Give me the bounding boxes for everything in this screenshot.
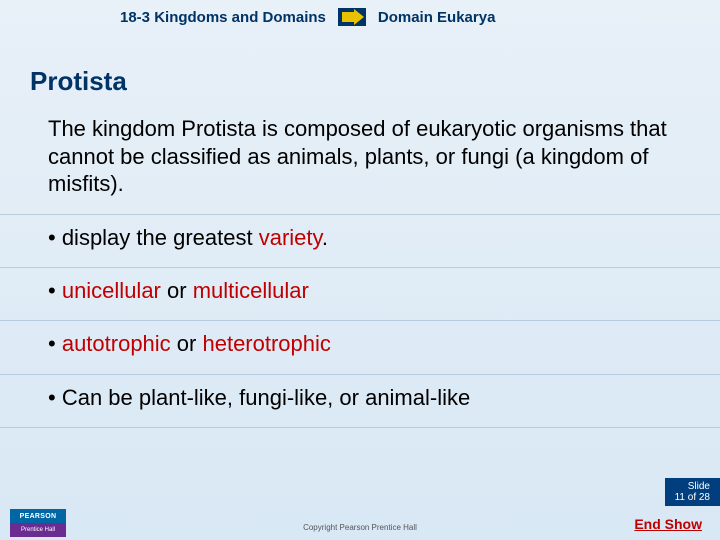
- intro-keyword: Protista: [181, 116, 256, 141]
- intro-paragraph-block: The kingdom Protista is composed of euka…: [0, 97, 720, 204]
- breadcrumb-arrow-icon: [338, 8, 366, 26]
- logo-pearson: PEARSON: [10, 509, 66, 523]
- keyword-variety: variety: [259, 225, 322, 250]
- bullet-1: • display the greatest variety.: [0, 225, 720, 251]
- logo-prentice-hall: Prentice Hall: [10, 523, 66, 537]
- slide-label: Slide: [675, 481, 710, 492]
- keyword-heterotrophic: heterotrophic: [202, 331, 330, 356]
- slide-number-badge: Slide 11 of 28: [665, 478, 720, 506]
- divider: [0, 427, 720, 428]
- keyword-multicellular: multicellular: [193, 278, 309, 303]
- keyword-unicellular: unicellular: [62, 278, 161, 303]
- slide-header: 18-3 Kingdoms and Domains Domain Eukarya: [0, 0, 720, 26]
- pearson-logo: PEARSON Prentice Hall: [10, 509, 66, 537]
- header-domain-title: Domain Eukarya: [378, 9, 496, 26]
- page-title: Protista: [0, 26, 720, 97]
- divider: [0, 214, 720, 215]
- intro-paragraph: The kingdom Protista is composed of euka…: [0, 97, 720, 198]
- copyright-text: Copyright Pearson Prentice Hall: [303, 523, 417, 532]
- divider: [0, 320, 720, 321]
- divider: [0, 374, 720, 375]
- footer: PEARSON Prentice Hall Copyright Pearson …: [0, 506, 720, 540]
- bullet-3-block: • autotrophic or heterotrophic: [0, 331, 720, 363]
- header-lesson-title: 18-3 Kingdoms and Domains: [120, 9, 326, 26]
- bullet-3: • autotrophic or heterotrophic: [0, 331, 720, 357]
- bullet-4-block: • Can be plant-like, fungi-like, or anim…: [0, 385, 720, 417]
- slide-count: 11 of 28: [675, 492, 710, 503]
- bullet-2-block: • unicellular or multicellular: [0, 278, 720, 310]
- bullet-4: • Can be plant-like, fungi-like, or anim…: [0, 385, 720, 411]
- bullet-2: • unicellular or multicellular: [0, 278, 720, 304]
- intro-pre: The kingdom: [48, 116, 181, 141]
- keyword-autotrophic: autotrophic: [62, 331, 171, 356]
- divider: [0, 267, 720, 268]
- bullet-1-block: • display the greatest variety.: [0, 225, 720, 257]
- end-show-button[interactable]: End Show: [634, 516, 702, 532]
